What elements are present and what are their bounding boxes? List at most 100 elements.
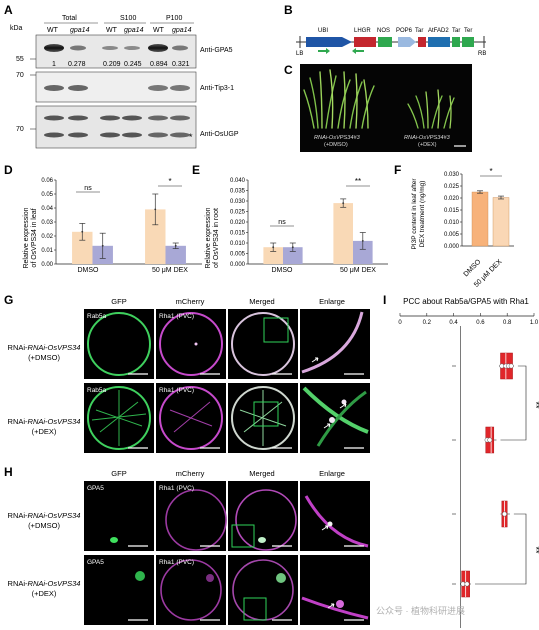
construct-label-tar1: Tar bbox=[415, 28, 423, 34]
panel-a-marker-55: 55 bbox=[16, 56, 24, 63]
chart-e-bar bbox=[353, 240, 373, 264]
panel-f: F PI3P content in leaf after DEX treatme… bbox=[394, 163, 514, 289]
panel-d-group-dex: 50 μM DEX bbox=[152, 267, 188, 274]
construct-label-tar2: Tar bbox=[452, 28, 460, 34]
construct-label-ubi: UBI bbox=[318, 28, 328, 34]
watermark: 公众号 · 植物科研进展 bbox=[376, 605, 465, 616]
panel-a-kda: kDa bbox=[10, 25, 23, 32]
panel-a: A kDa Total S100 P100 WT gpa14 WT gpa14 … bbox=[4, 3, 239, 149]
chart-f-bar bbox=[492, 197, 510, 247]
construct-atfad2 bbox=[428, 37, 450, 47]
panel-h-row2-gfp-label: GPA5 bbox=[87, 559, 104, 566]
panel-a-lane-4: gpa14 bbox=[124, 27, 144, 34]
chart-e-ytick: 0.000 bbox=[230, 262, 246, 268]
panel-a-quant-2: 0.278 bbox=[68, 61, 86, 68]
rice-seedlings bbox=[303, 69, 455, 129]
panel-a-quant-1: 1 bbox=[52, 61, 56, 68]
panel-h-row2-treat: (+DEX) bbox=[32, 589, 57, 598]
panel-i: I PCC about Rab5a/GPA5 with Rha1 0 0.2 0.4… bbox=[383, 293, 539, 628]
panel-a-quant-3: 0.209 bbox=[103, 61, 121, 68]
chart-e-bar bbox=[283, 247, 303, 264]
panel-a-group-s100: S100 bbox=[120, 15, 136, 22]
chart-i-point bbox=[487, 437, 493, 443]
panel-h-row2-name: RNAi-RNAi-OsVPS34 bbox=[8, 579, 81, 588]
panel-d-sig-star: * bbox=[168, 177, 171, 186]
panel-e-group-dex: 50 μM DEX bbox=[340, 267, 376, 274]
panel-a-quant-4: 0.245 bbox=[124, 61, 142, 68]
panel-a-quant-6: 0.321 bbox=[172, 61, 190, 68]
panel-f-ylabel-2: DEX treatment (ng/mg) bbox=[419, 181, 426, 248]
construct-label-atfad2: AtFAD2 bbox=[428, 28, 449, 34]
panel-letter-b: B bbox=[284, 3, 293, 17]
panel-e: E Relative expression of OsVPS34 in root… bbox=[192, 163, 388, 274]
panel-f-sig: * bbox=[489, 167, 492, 176]
chart-i-xtick: 0.2 bbox=[423, 320, 432, 326]
chart-f-ytick: 0.020 bbox=[444, 196, 460, 202]
chart-i-bracket bbox=[500, 365, 527, 441]
chart-f-bar bbox=[471, 191, 489, 247]
construct-ubi bbox=[306, 37, 342, 47]
chart-f-ytick: 0.025 bbox=[444, 184, 460, 190]
panel-h-row1-mch-label: Rha1 (PVC) bbox=[159, 485, 194, 492]
chart-i: 0 0.2 0.4 0.6 0.8 1.0 bbox=[398, 313, 539, 628]
construct-label-pop6: POP6 bbox=[396, 28, 413, 34]
chart-i-xtick: 1.0 bbox=[530, 320, 539, 326]
panel-g-col-merged: Merged bbox=[249, 297, 274, 306]
panel-h: H GFP mCherry Merged Enlarge RNAi-RNAi-O… bbox=[4, 465, 370, 625]
chart-i-xtick: 0 bbox=[398, 320, 402, 326]
panel-letter-i: I bbox=[383, 293, 386, 307]
panel-a-quant-5: 0.894 bbox=[150, 61, 168, 68]
panel-letter-e: E bbox=[192, 163, 200, 177]
panel-h-col-merged: Merged bbox=[249, 469, 274, 478]
panel-a-lane-6: gpa14 bbox=[172, 27, 192, 34]
chart-d-ytick: 0.05 bbox=[41, 192, 53, 198]
blot-label-gpa5: Anti-GPA5 bbox=[200, 47, 233, 54]
panel-g-row1-name: RNAi-RNAi-OsVPS34 bbox=[8, 343, 81, 352]
panel-g-row1-treat: (+DMSO) bbox=[28, 353, 60, 362]
panel-letter-g: G bbox=[4, 293, 13, 307]
panel-g-row2-treat: (+DEX) bbox=[32, 427, 57, 436]
plant-right-label: RNAi-OsVPS34#3 bbox=[404, 135, 451, 141]
chart-i-point bbox=[499, 363, 505, 369]
panel-a-lane-5: WT bbox=[153, 27, 165, 34]
panel-g: G GFP mCherry Merged Enlarge RNAi-RNAi-O… bbox=[4, 293, 370, 453]
panel-g-row2-gfp-label: Rab5a bbox=[87, 387, 107, 394]
chart-d-bar bbox=[145, 209, 166, 264]
blot-label-ugp: Anti-OsUGP bbox=[200, 131, 239, 138]
panel-b: B LB RB UBI LHGR NOS POP6 Tar AtFAD2 Tar… bbox=[284, 3, 486, 57]
panel-g-row2-name: RNAi-RNAi-OsVPS34 bbox=[8, 417, 81, 426]
blot-label-tip3: Anti-Tip3-1 bbox=[200, 85, 234, 92]
chart-i-point bbox=[502, 511, 507, 517]
chart-e-ytick: 0.005 bbox=[230, 252, 246, 258]
panel-e-ylabel-2: of OsVPS34 in root bbox=[213, 208, 220, 268]
panel-h-row2-mch-label: Rha1 (PVC) bbox=[159, 559, 194, 566]
chart-e-ytick: 0.010 bbox=[230, 241, 246, 247]
chart-i-xtick: 0.8 bbox=[503, 320, 512, 326]
chart-d-bar bbox=[72, 231, 93, 264]
panel-letter-h: H bbox=[4, 465, 13, 479]
panel-h-row1-treat: (+DMSO) bbox=[28, 521, 60, 530]
construct-tar2 bbox=[452, 37, 460, 47]
chart-i-bracket bbox=[475, 513, 527, 585]
panel-letter-a: A bbox=[4, 3, 13, 17]
panel-a-lane-2: gpa14 bbox=[70, 27, 90, 34]
panel-h-row1-name: RNAi-RNAi-OsVPS34 bbox=[8, 511, 81, 520]
construct-pop6 bbox=[398, 37, 410, 47]
chart-d-ytick: 0.04 bbox=[41, 206, 53, 212]
panel-letter-f: F bbox=[394, 163, 401, 177]
construct-tar1 bbox=[418, 37, 426, 47]
plant-right-treat: (+DEX) bbox=[418, 142, 437, 148]
panel-g-row1-gfp-label: Rab5a bbox=[87, 313, 107, 320]
chart-i-point bbox=[460, 581, 466, 587]
construct-lhgr bbox=[354, 37, 376, 47]
panel-e-sig-star: ** bbox=[355, 177, 361, 186]
chart-e-ytick: 0.040 bbox=[230, 178, 246, 184]
chart-d-ytick: 0.02 bbox=[41, 234, 53, 240]
panel-d-group-dmso: DMSO bbox=[78, 267, 100, 274]
chart-e-ytick: 0.025 bbox=[230, 210, 246, 216]
chart-f-ytick: 0.030 bbox=[444, 172, 460, 178]
panel-letter-d: D bbox=[4, 163, 13, 177]
chart-i-point bbox=[508, 363, 514, 369]
panel-d-sig-ns: ns bbox=[84, 185, 92, 192]
chart-f-ytick: 0.005 bbox=[444, 232, 460, 238]
